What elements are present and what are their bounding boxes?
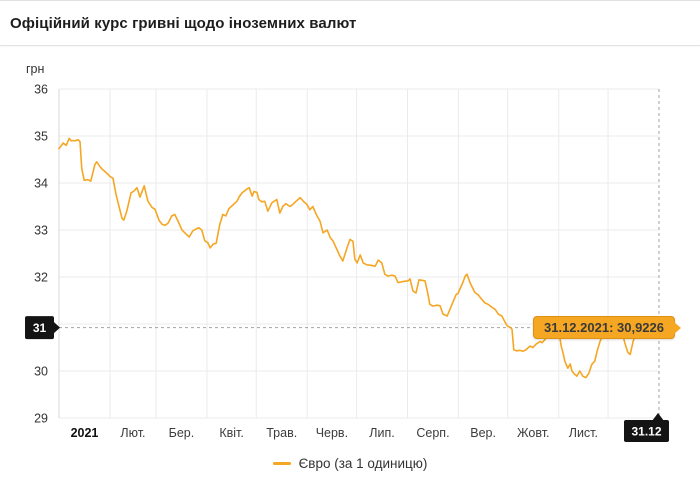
y-tick-label: 30	[34, 365, 48, 379]
x-month-label: Вер.	[470, 426, 496, 440]
x-month-label: Лист.	[569, 426, 598, 440]
x-month-label: Лют.	[120, 426, 145, 440]
chart-legend: Євро (за 1 одиницю)	[0, 450, 700, 476]
x-month-label: Квіт.	[219, 426, 244, 440]
legend-series-label[interactable]: Євро (за 1 одиницю)	[298, 455, 428, 471]
y-tag-label: 31	[33, 321, 47, 335]
y-tick-label: 32	[34, 271, 48, 285]
page-title: Офіційний курс гривні щодо іноземних вал…	[10, 14, 357, 32]
x-tag-pointer-icon	[652, 413, 664, 421]
x-month-label: Бер.	[169, 426, 195, 440]
x-month-label: Жовт.	[517, 426, 550, 440]
series-line[interactable]	[58, 137, 660, 379]
x-tag-label: 31.12	[631, 425, 661, 439]
y-tick-label: 34	[34, 177, 48, 191]
y-tick-label: 29	[34, 412, 48, 426]
x-month-label: Трав.	[266, 426, 297, 440]
x-month-label: Лип.	[369, 426, 394, 440]
x-month-label: Серп.	[416, 426, 449, 440]
y-axis-unit-label: грн	[26, 62, 45, 76]
y-tick-label: 36	[34, 83, 48, 97]
y-tick-label: 35	[34, 130, 48, 144]
y-tag-pointer-icon	[54, 322, 60, 334]
widget-header: Офіційний курс гривні щодо іноземних вал…	[0, 1, 700, 46]
series-line-swatch-icon	[272, 461, 291, 465]
x-month-label: Черв.	[316, 426, 348, 440]
y-tick-label: 33	[34, 224, 48, 238]
last-value-tooltip: 31.12.2021: 30,9226	[533, 316, 681, 339]
tooltip-text: 31.12.2021: 30,9226	[544, 320, 664, 335]
x-year-label: 2021	[71, 426, 99, 440]
y-axis-current-tag	[25, 316, 54, 340]
x-axis-current-tag	[624, 420, 669, 442]
tooltip-arrow-icon	[674, 321, 681, 334]
